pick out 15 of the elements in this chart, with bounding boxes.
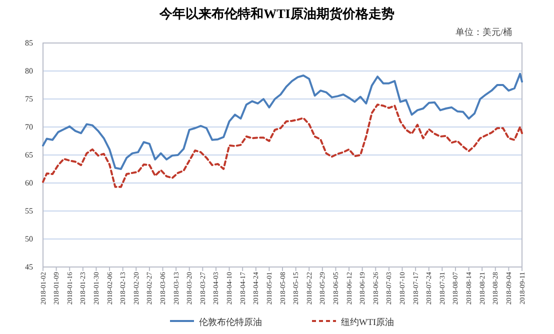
y-tick-label: 75	[25, 94, 33, 104]
y-tick-label: 65	[25, 150, 33, 160]
y-tick-label: 50	[25, 234, 33, 244]
y-tick-label: 45	[25, 262, 33, 272]
y-tick-label: 80	[25, 66, 33, 76]
y-tick-label: 60	[25, 178, 33, 188]
legend-label: 纽约WTI原油	[341, 317, 394, 327]
line-series	[42, 104, 523, 188]
y-tick-label: 85	[25, 38, 33, 48]
y-tick-label: 70	[25, 122, 33, 132]
chart-title: 今年以来布伦特和WTI原油期货价格走势	[158, 6, 394, 21]
legend-label: 伦敦布伦特原油	[199, 317, 262, 327]
text: 单位：美元/桶	[455, 27, 512, 37]
line-series	[42, 72, 523, 170]
y-tick-label: 55	[25, 206, 33, 216]
